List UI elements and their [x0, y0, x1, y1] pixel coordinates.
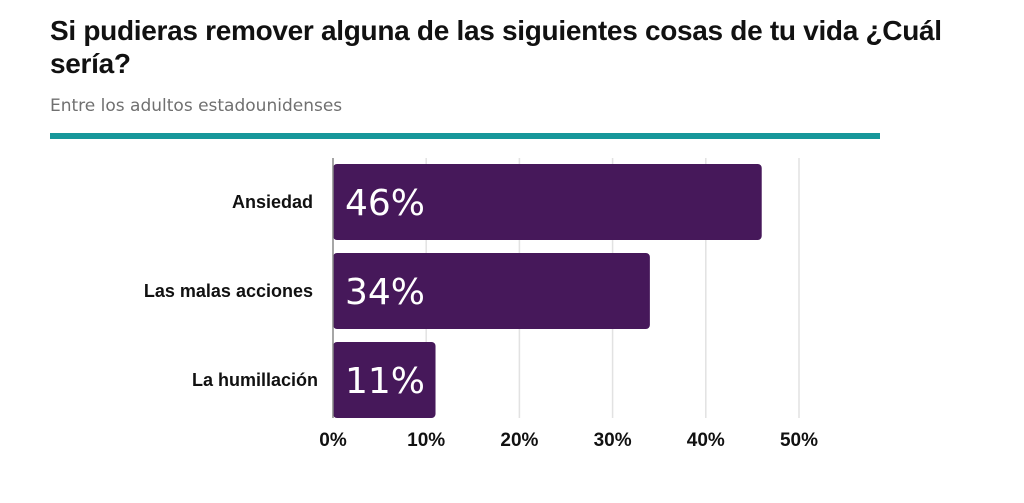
bar-las-malas-acciones — [333, 253, 650, 329]
x-tick-label-30: 30% — [594, 430, 632, 451]
x-tick-label-10: 10% — [407, 430, 445, 451]
value-label-0: 46% — [345, 183, 425, 224]
x-tick-label-20: 20% — [500, 430, 538, 451]
category-label-0: Ansiedad — [232, 192, 313, 212]
value-label-2: 11% — [345, 361, 425, 402]
category-label-1: Las malas acciones — [144, 281, 313, 301]
category-label-2: La humillación — [192, 370, 318, 390]
bar-ansiedad — [333, 164, 762, 240]
x-tick-label-40: 40% — [687, 430, 725, 451]
bar-la-humillaci-n — [333, 342, 436, 418]
value-label-1: 34% — [345, 272, 425, 313]
title-accent-rule — [50, 133, 880, 139]
chart-title: Si pudieras remover alguna de las siguie… — [50, 15, 942, 79]
chart-subtitle: Entre los adultos estadounidenses — [50, 96, 343, 116]
x-tick-label-0: 0% — [319, 430, 347, 451]
x-tick-label-50: 50% — [780, 430, 818, 451]
